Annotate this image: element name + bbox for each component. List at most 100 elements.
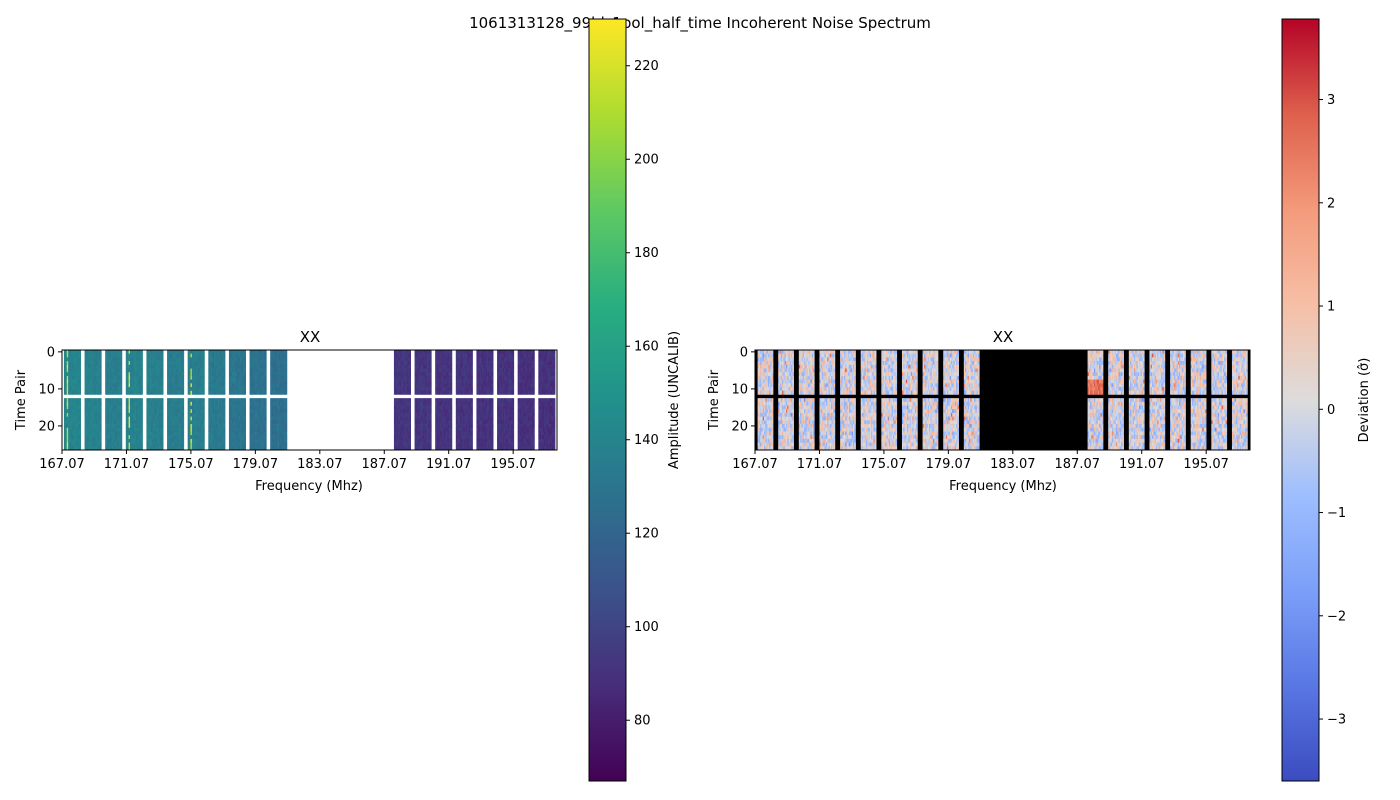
heatmap-cell xyxy=(250,431,253,436)
heatmap-cell xyxy=(139,350,142,354)
heatmap-cell xyxy=(270,368,272,373)
heatmap-cell xyxy=(458,368,461,373)
heatmap-cell xyxy=(127,438,129,443)
heatmap-cell xyxy=(270,438,272,443)
heatmap-cell xyxy=(418,353,421,358)
heatmap-cell xyxy=(461,398,464,403)
heatmap-cell xyxy=(477,383,480,388)
heatmap-cell xyxy=(219,401,222,406)
heatmap-cell xyxy=(68,424,70,429)
heatmap-cell xyxy=(233,446,235,451)
heatmap-cell xyxy=(196,427,198,432)
heatmap-cell xyxy=(395,416,398,421)
heatmap-cell xyxy=(128,420,131,425)
heatmap-cell xyxy=(147,390,150,395)
heatmap-cell xyxy=(136,438,139,443)
heatmap-cell xyxy=(235,372,238,377)
heatmap-cell xyxy=(97,420,99,425)
heatmap-cell xyxy=(141,368,143,373)
heatmap-cell xyxy=(84,412,87,417)
heatmap-cell xyxy=(471,357,473,362)
heatmap-cell xyxy=(157,364,160,369)
heatmap-cell xyxy=(127,379,129,384)
heatmap-cell xyxy=(235,401,238,406)
heatmap-cell xyxy=(79,416,81,421)
heatmap-cell xyxy=(414,398,417,403)
heatmap-cell xyxy=(455,412,458,417)
heatmap-cell xyxy=(98,361,101,366)
heatmap-cell xyxy=(88,372,91,377)
heatmap-cell xyxy=(409,435,411,440)
heatmap-cell xyxy=(209,420,212,425)
heatmap-cell xyxy=(128,372,131,377)
heatmap-cell xyxy=(178,409,180,414)
heatmap-cell xyxy=(160,364,163,369)
heatmap-cell xyxy=(187,387,190,392)
heatmap-cell xyxy=(218,353,220,358)
heatmap-cell xyxy=(240,368,242,373)
heatmap-cell xyxy=(68,350,70,354)
heatmap-cell xyxy=(417,372,420,377)
heatmap-cell xyxy=(87,364,90,369)
heatmap-cell xyxy=(223,398,226,403)
heatmap-cell xyxy=(400,435,403,440)
heatmap-cell xyxy=(272,350,275,354)
heatmap-cell xyxy=(181,412,183,417)
heatmap-cell xyxy=(189,357,191,362)
heatmap-cell xyxy=(130,375,132,380)
heatmap-cell xyxy=(270,416,272,421)
heatmap-cell xyxy=(141,350,143,354)
heatmap-cell xyxy=(233,368,235,373)
heatmap-cell xyxy=(97,431,99,436)
heatmap-cell xyxy=(127,442,129,447)
heatmap-cell xyxy=(464,361,466,366)
heatmap-cell xyxy=(399,405,402,410)
heatmap-cell xyxy=(480,442,483,447)
heatmap-cell xyxy=(282,435,285,440)
heatmap-cell xyxy=(270,401,272,406)
heatmap-cell xyxy=(402,401,405,406)
heatmap-cell xyxy=(69,446,72,451)
heatmap-cell xyxy=(484,424,487,429)
heatmap-cell xyxy=(285,361,288,366)
heatmap-cell xyxy=(237,398,240,403)
heatmap-cell xyxy=(440,375,443,380)
heatmap-cell xyxy=(231,398,234,403)
heatmap-cell xyxy=(161,446,164,451)
heatmap-cell xyxy=(95,379,98,384)
heatmap-cell xyxy=(405,364,407,369)
heatmap-cell xyxy=(233,372,235,377)
heatmap-cell xyxy=(285,424,288,429)
heatmap-cell xyxy=(179,372,182,377)
heatmap-cell xyxy=(157,446,160,451)
heatmap-cell xyxy=(444,353,447,358)
heatmap-cell xyxy=(428,424,431,429)
heatmap-cell xyxy=(119,375,121,380)
heatmap-cell xyxy=(230,412,233,417)
heatmap-cell xyxy=(228,424,231,429)
heatmap-cell xyxy=(440,387,443,392)
heatmap-cell xyxy=(484,379,487,384)
heatmap-cell xyxy=(222,409,224,414)
heatmap-cell xyxy=(241,409,244,414)
heatmap-cell xyxy=(393,427,396,432)
heatmap-cell xyxy=(252,353,255,358)
heatmap-cell xyxy=(424,442,427,447)
heatmap-cell xyxy=(157,353,160,358)
heatmap-cell xyxy=(458,427,461,432)
heatmap-cell xyxy=(125,420,128,425)
heatmap-cell xyxy=(194,405,197,410)
heatmap-cell xyxy=(403,372,406,377)
heatmap-cell xyxy=(282,387,285,392)
heatmap-cell xyxy=(79,446,81,451)
heatmap-cell xyxy=(436,405,439,410)
heatmap-cell xyxy=(443,438,446,443)
heatmap-cell xyxy=(235,383,238,388)
heatmap-cell xyxy=(209,390,212,395)
heatmap-cell xyxy=(194,379,197,384)
heatmap-cell xyxy=(279,420,282,425)
heatmap-cell xyxy=(440,405,443,410)
heatmap-cell xyxy=(113,401,116,406)
heatmap-cell xyxy=(171,364,173,369)
heatmap-cell xyxy=(256,379,259,384)
